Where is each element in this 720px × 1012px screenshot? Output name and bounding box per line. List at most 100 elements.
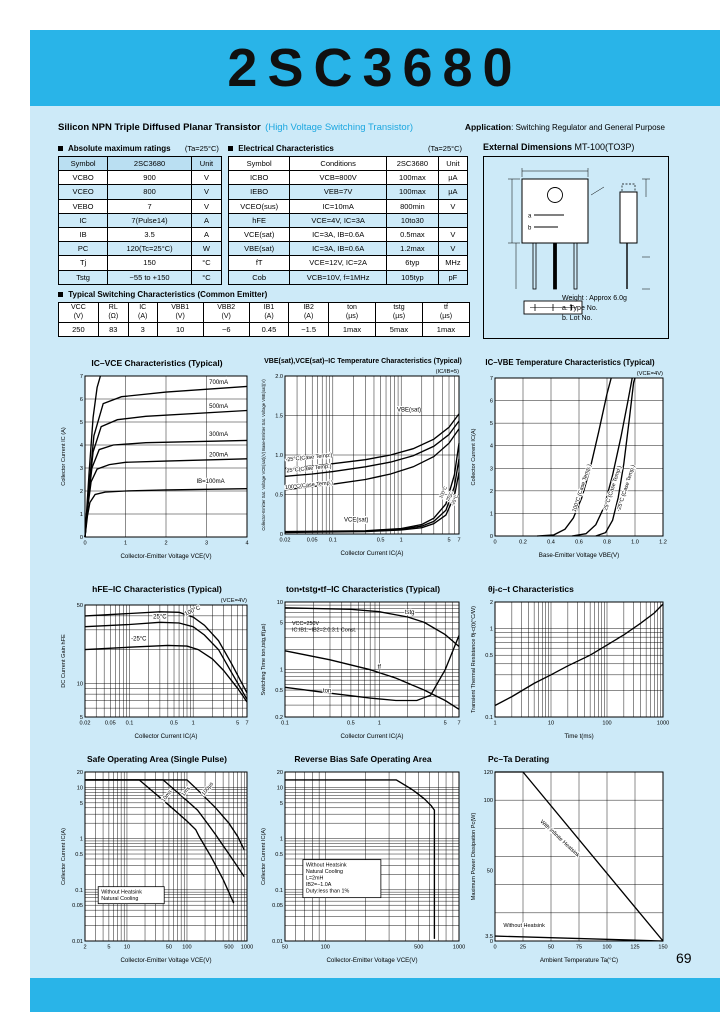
svg-text:7: 7 <box>245 721 248 727</box>
svg-text:Collector Current IC(A): Collector Current IC(A) <box>341 733 404 740</box>
table-cell: V <box>437 198 469 214</box>
table-cell: µA <box>437 170 469 186</box>
chart-title: ton•tstg•tf–IC Characteristics (Typical) <box>285 584 441 594</box>
table-cell: 5max <box>375 322 423 337</box>
svg-text:4: 4 <box>80 443 83 449</box>
svg-text:Time t(ms): Time t(ms) <box>564 733 593 740</box>
svg-text:0.6: 0.6 <box>575 540 583 546</box>
table-row: 250 83 3 10 −6 0.45 −1.5 1max 5max 1max <box>58 322 471 337</box>
svg-text:1.0: 1.0 <box>631 540 639 546</box>
chart-panel-hfe: hFE–IC Characteristics (Typical) 0.02 0.0… <box>58 584 256 746</box>
svg-text:75: 75 <box>576 945 582 951</box>
svg-text:0.05: 0.05 <box>105 721 116 727</box>
section-bullet-icon <box>228 146 233 151</box>
rbsoa-chart: 50 100 500 1000 0.01 0.05 0.1 0.5 1 5 10 20 Without … <box>261 770 465 964</box>
svg-text:0.1: 0.1 <box>329 538 337 544</box>
title-banner: 2SC3680 <box>30 30 720 106</box>
table-row: ICBO VCB=800V 100max µA <box>227 170 469 186</box>
svg-text:120: 120 <box>484 770 493 776</box>
svg-text:100: 100 <box>602 945 611 951</box>
table-cell: A <box>190 212 223 228</box>
table-cell: 1max <box>328 322 376 337</box>
subtitle-row: Silicon NPN Triple Diffused Planar Trans… <box>58 117 665 135</box>
table-row: IEBO VEB=7V 100max µA <box>227 184 469 200</box>
table-cell: 120(Tc=25°C) <box>107 241 192 257</box>
chart-panel-switching-time: ton•tstg•tf–IC Characteristics (Typical)… <box>258 584 468 746</box>
svg-text:-25°C: -25°C <box>450 493 460 506</box>
chart-title: hFE–IC Characteristics (Typical) <box>92 584 222 594</box>
column-header: 2SC3680 <box>385 155 439 172</box>
column-header: VBB2 (V) <box>202 302 250 323</box>
table-cell: V <box>190 198 223 214</box>
table-row: fT VCE=12V, IC=2A 6typ MHz <box>227 255 469 271</box>
svg-text:150: 150 <box>658 945 667 951</box>
table-header-row: Symbol 2SC3680 Unit <box>57 155 223 172</box>
svg-text:DC Current Gain hFE: DC Current Gain hFE <box>61 634 67 688</box>
svg-text:0.01: 0.01 <box>72 939 83 945</box>
svg-text:500mA: 500mA <box>209 404 228 410</box>
electrical-heading: Electrical Characteristics <box>228 144 334 153</box>
svg-text:100: 100 <box>321 945 330 951</box>
table-cell: 0.5max <box>385 226 439 243</box>
table-cell: W <box>190 241 223 257</box>
column-header: tstg (µs) <box>375 302 423 323</box>
svg-text:Collector Current IC(A): Collector Current IC(A) <box>261 828 267 885</box>
footer-bar <box>30 978 720 1012</box>
svg-text:0.02: 0.02 <box>280 538 291 544</box>
table-row: Cob VCB=10V, f=1MHz 105typ pF <box>227 269 469 285</box>
svg-text:10: 10 <box>277 785 283 791</box>
table-cell: IC=3A, IB=0.6A <box>289 241 387 257</box>
chart-title: IC–VBE Temperature Characteristics (Typi… <box>485 358 655 367</box>
svg-text:Collector Current IC(A): Collector Current IC(A) <box>61 828 67 885</box>
svg-text:0.05: 0.05 <box>72 903 83 909</box>
svg-text:1000: 1000 <box>453 945 465 951</box>
chart-title: Reverse Bias Safe Operating Area <box>294 754 432 764</box>
chart-title: θj-c–t Characteristics <box>488 584 574 594</box>
svg-text:5: 5 <box>80 715 83 721</box>
table-header-row: VCC (V) RL (Ω) IC (A) VBB1 (V) VBB2 (V) IB1 (… <box>58 302 471 323</box>
table-cell: °C <box>190 255 223 271</box>
svg-text:5: 5 <box>280 620 283 626</box>
svg-text:3: 3 <box>80 466 83 472</box>
chart-title: VBE(sat),VCE(sat)–IC Temperature Charact… <box>264 358 462 365</box>
table-cell: VCEO(sus) <box>227 198 291 214</box>
svg-text:100: 100 <box>602 721 611 727</box>
table-cell: 6typ <box>385 255 439 271</box>
svg-text:10: 10 <box>548 721 554 727</box>
svg-text:20: 20 <box>277 770 283 776</box>
abs-max-condition: (Ta=25°C) <box>184 144 219 153</box>
table-cell: V <box>190 170 223 186</box>
svg-text:100: 100 <box>182 945 191 951</box>
svg-text:Transient Thermal Resistance θ: Transient Thermal Resistance θj-c(t)(°C/… <box>471 606 477 713</box>
svg-text:1: 1 <box>80 512 83 518</box>
svg-text:tstg: tstg <box>405 610 415 616</box>
column-header: ton (µs) <box>328 302 376 323</box>
svg-text:1.2: 1.2 <box>659 540 667 546</box>
table-cell: 150 <box>107 255 192 271</box>
abs-max-table: Symbol 2SC3680 Unit VCBO 900 V VCEO 800 V VEBO 7 V I… <box>57 155 223 285</box>
table-cell: Tstg <box>57 269 109 285</box>
column-header: Conditions <box>289 155 387 172</box>
table-cell: VEBO <box>57 198 109 214</box>
table-row: VCEO(sus) IC=10mA 800min V <box>227 198 469 214</box>
svg-text:1: 1 <box>490 627 493 633</box>
svg-text:Collector Current IC(A): Collector Current IC(A) <box>471 428 477 485</box>
table-row: hFE VCE=4V, IC=3A 10to30 <box>227 212 469 228</box>
svg-text:1000: 1000 <box>657 721 669 727</box>
svg-text:Without Heatsink: Without Heatsink <box>503 923 545 929</box>
column-header: Unit <box>437 155 469 172</box>
svg-text:-25°C: -25°C <box>131 637 147 643</box>
svg-text:tf: tf <box>378 664 382 670</box>
table-cell: IC=10mA <box>289 198 387 214</box>
table-cell: 0.45 <box>248 322 290 337</box>
svg-text:5: 5 <box>447 538 450 544</box>
svg-text:500: 500 <box>224 945 233 951</box>
electrical-title: Electrical Characteristics <box>238 144 334 153</box>
table-cell: 1max <box>421 322 471 337</box>
table-cell: ICBO <box>227 170 291 186</box>
svg-text:2.0: 2.0 <box>275 374 283 380</box>
svg-text:1: 1 <box>280 668 283 674</box>
svg-text:Collector-Emitter Sat. Voltage: Collector-Emitter Sat. Voltage VCE(sat)(… <box>261 379 266 531</box>
application-label: Application <box>464 122 512 132</box>
